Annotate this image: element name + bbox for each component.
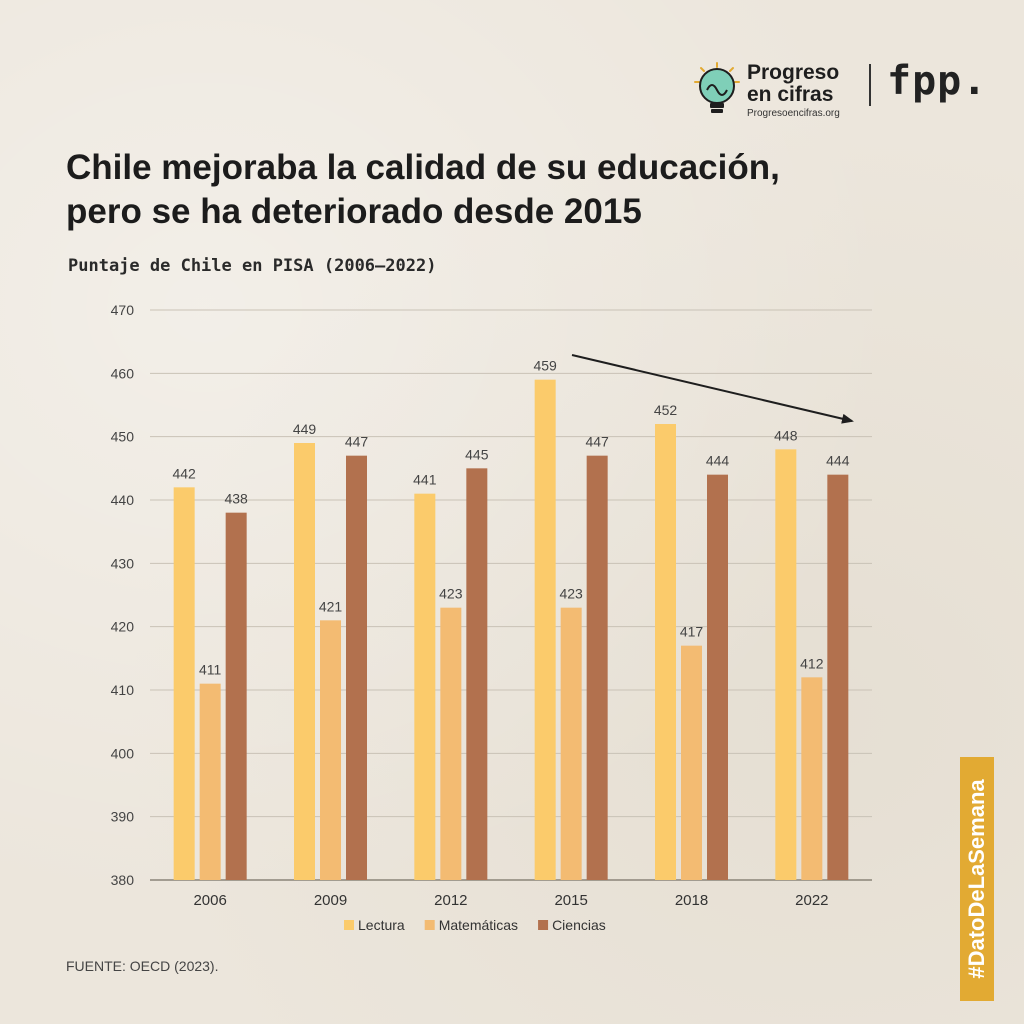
legend-label: Ciencias [552, 917, 606, 933]
data-label: 423 [559, 586, 583, 602]
bar-ciencias-2022 [827, 474, 849, 880]
bar-matematicas-2009 [320, 620, 341, 880]
x-tick-label: 2018 [675, 892, 708, 909]
bar-lectura-2018 [655, 424, 676, 880]
bar-matematicas-2015 [560, 607, 582, 880]
y-tick-label: 400 [111, 745, 135, 761]
data-label: 447 [585, 434, 609, 450]
x-tick-label: 2022 [795, 892, 828, 909]
y-tick-label: 430 [111, 555, 135, 571]
bar-lectura-2006 [173, 487, 195, 880]
bar-matematicas-2012 [440, 607, 462, 880]
data-label: 444 [706, 453, 730, 469]
bar-lectura-2022 [775, 449, 797, 880]
y-tick-label: 420 [111, 619, 135, 635]
partner-logo: fpp. [887, 58, 988, 104]
bar-matematicas-2018 [681, 645, 702, 880]
bar-lectura-2012 [414, 493, 436, 880]
legend-swatch [538, 920, 549, 930]
x-tick-label: 2009 [314, 892, 347, 909]
hashtag-badge: #DatoDeLaSemana [960, 757, 994, 1001]
brand-header: Progreso en cifras Progresoencifras.org … [693, 56, 1003, 126]
bar-ciencias-2012 [466, 468, 488, 880]
hashtag-label: #DatoDeLaSemana [964, 779, 989, 979]
chart-subtitle: Puntaje de Chile en PISA (2006–2022) [68, 256, 437, 276]
data-label: 441 [413, 472, 437, 488]
data-label: 417 [680, 624, 704, 640]
bar-ciencias-2015 [586, 455, 608, 880]
data-label: 445 [465, 446, 489, 462]
y-tick-label: 460 [111, 365, 135, 381]
brand-name-line2: en cifras [747, 83, 834, 106]
y-tick-label: 470 [111, 302, 135, 318]
x-tick-label: 2012 [434, 892, 467, 909]
data-label: 423 [439, 586, 463, 602]
data-label: 459 [533, 358, 557, 374]
title-line-1: Chile mejoraba la calidad de su educació… [66, 148, 780, 187]
source-note: FUENTE: OECD (2023). [66, 958, 219, 974]
brand-divider [869, 64, 871, 106]
data-label: 444 [826, 453, 850, 469]
legend-label: Matemáticas [439, 917, 518, 933]
data-label: 411 [199, 662, 222, 678]
data-label: 412 [800, 655, 824, 671]
data-label: 452 [654, 402, 678, 418]
y-tick-label: 380 [111, 872, 135, 888]
title-line-2: pero se ha deteriorado desde 2015 [66, 192, 642, 231]
x-tick-label: 2015 [554, 892, 587, 909]
bar-ciencias-2006 [225, 512, 247, 880]
brand-text: Progreso en cifras Progresoencifras.org [747, 61, 840, 120]
bar-matematicas-2006 [199, 683, 221, 880]
lightbulb-logo-icon [694, 62, 740, 113]
legend-label: Lectura [358, 917, 405, 933]
y-tick-label: 390 [111, 809, 135, 825]
data-label: 447 [345, 434, 369, 450]
trend-arrow [571, 354, 854, 424]
page-title: Chile mejoraba la calidad de su educació… [66, 146, 946, 234]
y-tick-label: 450 [111, 429, 135, 445]
data-label: 448 [774, 427, 798, 443]
x-tick-label: 2006 [193, 892, 226, 909]
legend-swatch [424, 920, 435, 930]
bar-ciencias-2009 [346, 455, 367, 880]
data-label: 442 [172, 465, 196, 481]
brand-url: Progresoencifras.org [747, 108, 840, 119]
legend-swatch [344, 920, 354, 930]
brand-name-line1: Progreso [747, 61, 840, 84]
bar-matematicas-2022 [801, 677, 823, 880]
bar-ciencias-2018 [707, 474, 728, 880]
bar-lectura-2015 [534, 379, 556, 880]
data-label: 449 [293, 421, 317, 437]
y-tick-label: 410 [111, 682, 135, 698]
data-label: 438 [224, 491, 248, 507]
data-label: 421 [319, 598, 343, 614]
y-tick-label: 440 [111, 492, 135, 508]
bar-lectura-2009 [294, 443, 315, 880]
